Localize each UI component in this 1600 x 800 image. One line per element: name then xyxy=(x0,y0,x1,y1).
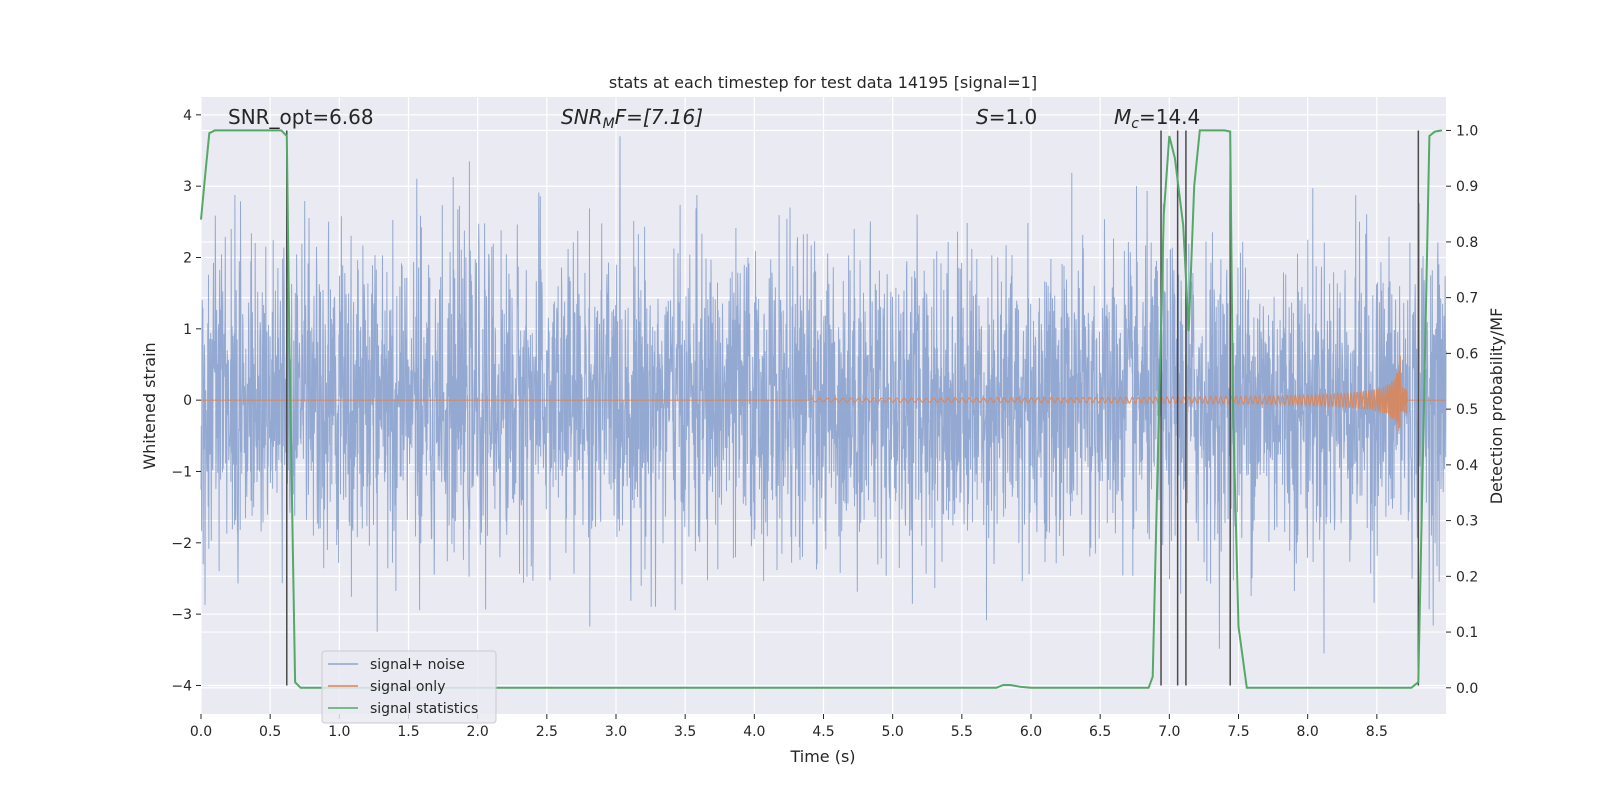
y-tick-label-5: 1 xyxy=(183,322,192,338)
signal-noise-series xyxy=(200,136,1447,654)
y-axis-label: Whitened strain xyxy=(140,342,159,469)
x-tick-label-13: 6.5 xyxy=(1089,724,1111,740)
x-axis-ticks: 0.0 0.5 1.0 1.5 2.0 2.5 3.0 3.5 4.0 4.5 5.0 5.5 6.0 6… xyxy=(190,714,1388,740)
y-tick-label-2: −2 xyxy=(171,536,192,552)
legend-box xyxy=(321,650,497,724)
y-right-tick-label-8: 0.8 xyxy=(1456,235,1478,251)
annotation-mc: Mc=14.4 xyxy=(1114,105,1200,132)
y-right-tick-label-6: 0.6 xyxy=(1456,346,1478,362)
annotation-snr-mf-prefix: SNR xyxy=(561,105,603,129)
annotation-mc-suffix: =14.4 xyxy=(1139,105,1200,129)
y-right-tick-label-0: 0.0 xyxy=(1456,681,1478,697)
annotation-snr-mf: SNRMF=[7.16] xyxy=(561,105,703,132)
y-right-axis-label: Detection probability/MF xyxy=(1487,308,1506,505)
annotation-snr-opt: SNR_opt=6.68 xyxy=(228,105,374,129)
x-tick-label-11: 5.5 xyxy=(951,724,973,740)
x-tick-label-7: 3.5 xyxy=(674,724,696,740)
annotation-s-value: S=1.0 xyxy=(976,105,1037,129)
x-tick-label-14: 7.0 xyxy=(1158,724,1180,740)
signal-only-series xyxy=(201,355,1446,431)
y-axis-ticks: −4 −3 −2 −1 0 1 2 3 4 xyxy=(171,108,201,694)
annotation-mc-sub: c xyxy=(1131,116,1139,132)
y-tick-label-7: 3 xyxy=(183,179,192,195)
y-right-tick-label-5: 0.5 xyxy=(1456,402,1478,418)
annotation-s-suffix: =1.0 xyxy=(989,105,1038,129)
x-tick-label-8: 4.0 xyxy=(743,724,765,740)
x-tick-label-16: 8.0 xyxy=(1297,724,1319,740)
signal-only-line xyxy=(201,355,1446,431)
y-right-tick-label-10: 1.0 xyxy=(1456,123,1478,139)
x-tick-label-5: 2.5 xyxy=(536,724,558,740)
y-right-tick-label-1: 0.1 xyxy=(1456,625,1478,641)
chart-title: stats at each timestep for test data 141… xyxy=(609,73,1037,92)
y-right-tick-label-9: 0.9 xyxy=(1456,179,1478,195)
x-tick-label-3: 1.5 xyxy=(397,724,419,740)
annotation-snr-mf-suffix: F=[7.16] xyxy=(615,105,703,129)
y-tick-label-6: 2 xyxy=(183,250,192,266)
x-tick-label-0: 0.0 xyxy=(190,724,212,740)
legend-label-signal-noise: signal+ noise xyxy=(370,657,465,673)
y-tick-label-0: −4 xyxy=(171,678,192,694)
x-tick-label-10: 5.0 xyxy=(882,724,904,740)
y-tick-label-8: 4 xyxy=(183,108,192,124)
y-right-axis-ticks: 0.0 0.1 0.2 0.3 0.4 0.5 0.6 0.7 0.8 0.9 1.0 xyxy=(1446,123,1478,697)
x-tick-label-17: 8.5 xyxy=(1366,724,1388,740)
signal-noise-line xyxy=(200,136,1447,654)
y-right-tick-label-2: 0.2 xyxy=(1456,569,1478,585)
x-tick-label-15: 7.5 xyxy=(1227,724,1249,740)
annotation-snr-mf-sub: M xyxy=(603,116,615,132)
y-right-tick-label-4: 0.4 xyxy=(1456,458,1478,474)
y-tick-label-1: −3 xyxy=(171,607,192,623)
y-tick-label-4: 0 xyxy=(183,393,192,409)
y-tick-label-3: −1 xyxy=(171,464,192,480)
legend-label-signal-only: signal only xyxy=(370,679,445,695)
signal-statistics-series xyxy=(200,129,1443,689)
annotation-mc-prefix: M xyxy=(1114,105,1131,129)
annotation-s-prefix: S xyxy=(976,105,989,129)
x-tick-label-6: 3.0 xyxy=(605,724,627,740)
x-tick-label-12: 6.0 xyxy=(1020,724,1042,740)
x-tick-label-9: 4.5 xyxy=(812,724,834,740)
x-tick-label-2: 1.0 xyxy=(328,724,350,740)
signal-statistics-line xyxy=(200,129,1443,689)
y-right-tick-label-3: 0.3 xyxy=(1456,514,1478,530)
x-tick-label-4: 2.0 xyxy=(467,724,489,740)
x-tick-label-1: 0.5 xyxy=(259,724,281,740)
legend-label-signal-statistics: signal statistics xyxy=(370,701,478,717)
legend: signal+ noise signal only signal statist… xyxy=(321,650,497,724)
y-right-tick-label-7: 0.7 xyxy=(1456,291,1478,307)
x-axis-label: Time (s) xyxy=(789,747,855,766)
